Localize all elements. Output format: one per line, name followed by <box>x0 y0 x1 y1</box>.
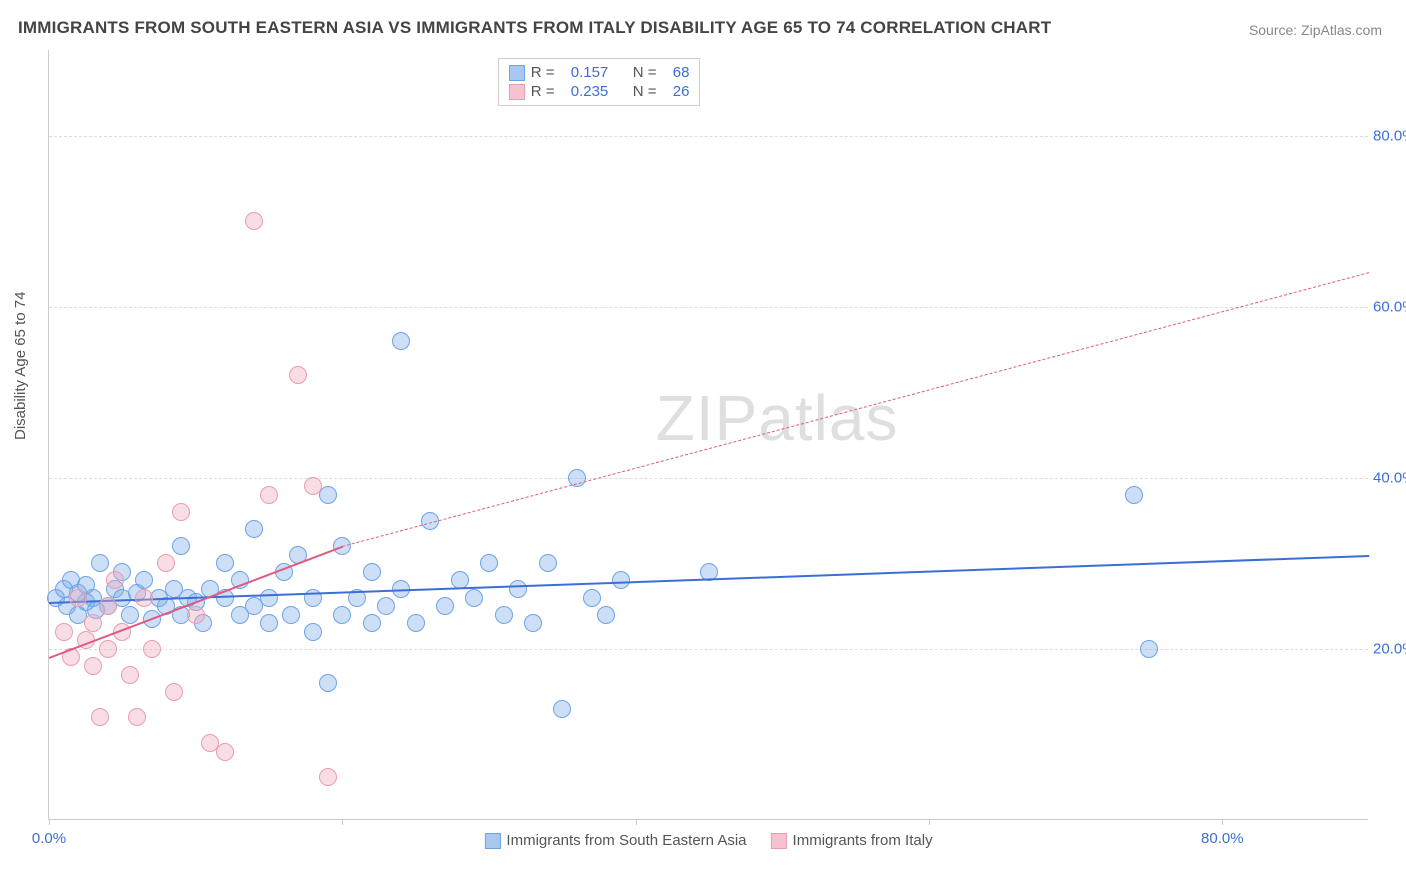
data-point <box>135 571 153 589</box>
watermark: ZIPatlas <box>656 381 899 455</box>
data-point <box>165 683 183 701</box>
gridline <box>49 649 1368 650</box>
data-point <box>135 589 153 607</box>
data-point <box>99 640 117 658</box>
gridline <box>49 307 1368 308</box>
gridline <box>49 478 1368 479</box>
correlation-legend: R = 0.157 N = 68R = 0.235 N = 26 <box>498 58 701 106</box>
data-point <box>121 606 139 624</box>
x-tick-label: 0.0% <box>32 830 66 847</box>
r-value: 0.235 <box>571 83 609 100</box>
data-point <box>216 554 234 572</box>
data-point <box>143 640 161 658</box>
legend-swatch <box>484 833 500 849</box>
data-point <box>597 606 615 624</box>
data-point <box>172 503 190 521</box>
legend-swatch <box>509 65 525 81</box>
data-point <box>539 554 557 572</box>
n-value: 68 <box>673 64 690 81</box>
data-point <box>91 708 109 726</box>
legend-row: R = 0.157 N = 68 <box>509 63 690 82</box>
data-point <box>524 614 542 632</box>
y-tick-label: 40.0% <box>1373 469 1406 486</box>
chart-title: IMMIGRANTS FROM SOUTH EASTERN ASIA VS IM… <box>18 18 1051 38</box>
data-point <box>84 657 102 675</box>
data-point <box>304 477 322 495</box>
legend-label: Immigrants from Italy <box>793 832 933 849</box>
plot-area: ZIPatlas R = 0.157 N = 68R = 0.235 N = 2… <box>48 50 1368 820</box>
x-tick-mark <box>342 819 343 825</box>
r-label: R = <box>531 83 555 100</box>
legend-swatch <box>509 84 525 100</box>
r-value: 0.157 <box>571 64 609 81</box>
data-point <box>509 580 527 598</box>
data-point <box>106 571 124 589</box>
r-label: R = <box>531 64 555 81</box>
data-point <box>465 589 483 607</box>
data-point <box>304 623 322 641</box>
data-point <box>319 768 337 786</box>
data-point <box>304 589 322 607</box>
data-point <box>245 520 263 538</box>
data-point <box>1140 640 1158 658</box>
data-point <box>495 606 513 624</box>
n-label: N = <box>633 83 657 100</box>
data-point <box>245 212 263 230</box>
legend-item: Immigrants from Italy <box>771 832 933 849</box>
data-point <box>260 614 278 632</box>
data-point <box>333 606 351 624</box>
legend-swatch <box>771 833 787 849</box>
x-tick-mark <box>929 819 930 825</box>
data-point <box>172 537 190 555</box>
data-point <box>91 554 109 572</box>
data-point <box>282 606 300 624</box>
data-point <box>69 589 87 607</box>
data-point <box>363 614 381 632</box>
data-point <box>480 554 498 572</box>
y-tick-label: 60.0% <box>1373 298 1406 315</box>
data-point <box>121 666 139 684</box>
data-point <box>319 674 337 692</box>
legend-label: Immigrants from South Eastern Asia <box>506 832 746 849</box>
y-tick-label: 80.0% <box>1373 127 1406 144</box>
data-point <box>84 614 102 632</box>
gridline <box>49 136 1368 137</box>
n-value: 26 <box>673 83 690 100</box>
data-point <box>583 589 601 607</box>
data-point <box>1125 486 1143 504</box>
source-label: Source: ZipAtlas.com <box>1249 22 1382 38</box>
legend-row: R = 0.235 N = 26 <box>509 82 690 101</box>
data-point <box>392 332 410 350</box>
legend-item: Immigrants from South Eastern Asia <box>484 832 746 849</box>
x-tick-mark <box>1222 819 1223 825</box>
data-point <box>260 486 278 504</box>
data-point <box>99 597 117 615</box>
x-tick-mark <box>49 819 50 825</box>
data-point <box>377 597 395 615</box>
trend-line <box>342 272 1369 547</box>
data-point <box>157 554 175 572</box>
series-legend: Immigrants from South Eastern Asia Immigr… <box>484 832 932 849</box>
data-point <box>289 366 307 384</box>
x-tick-label: 80.0% <box>1201 830 1244 847</box>
data-point <box>260 589 278 607</box>
data-point <box>128 708 146 726</box>
y-axis-label: Disability Age 65 to 74 <box>12 292 29 440</box>
y-tick-label: 20.0% <box>1373 640 1406 657</box>
data-point <box>187 606 205 624</box>
x-tick-mark <box>636 819 637 825</box>
data-point <box>436 597 454 615</box>
data-point <box>363 563 381 581</box>
data-point <box>216 743 234 761</box>
data-point <box>553 700 571 718</box>
data-point <box>55 623 73 641</box>
data-point <box>407 614 425 632</box>
n-label: N = <box>633 64 657 81</box>
